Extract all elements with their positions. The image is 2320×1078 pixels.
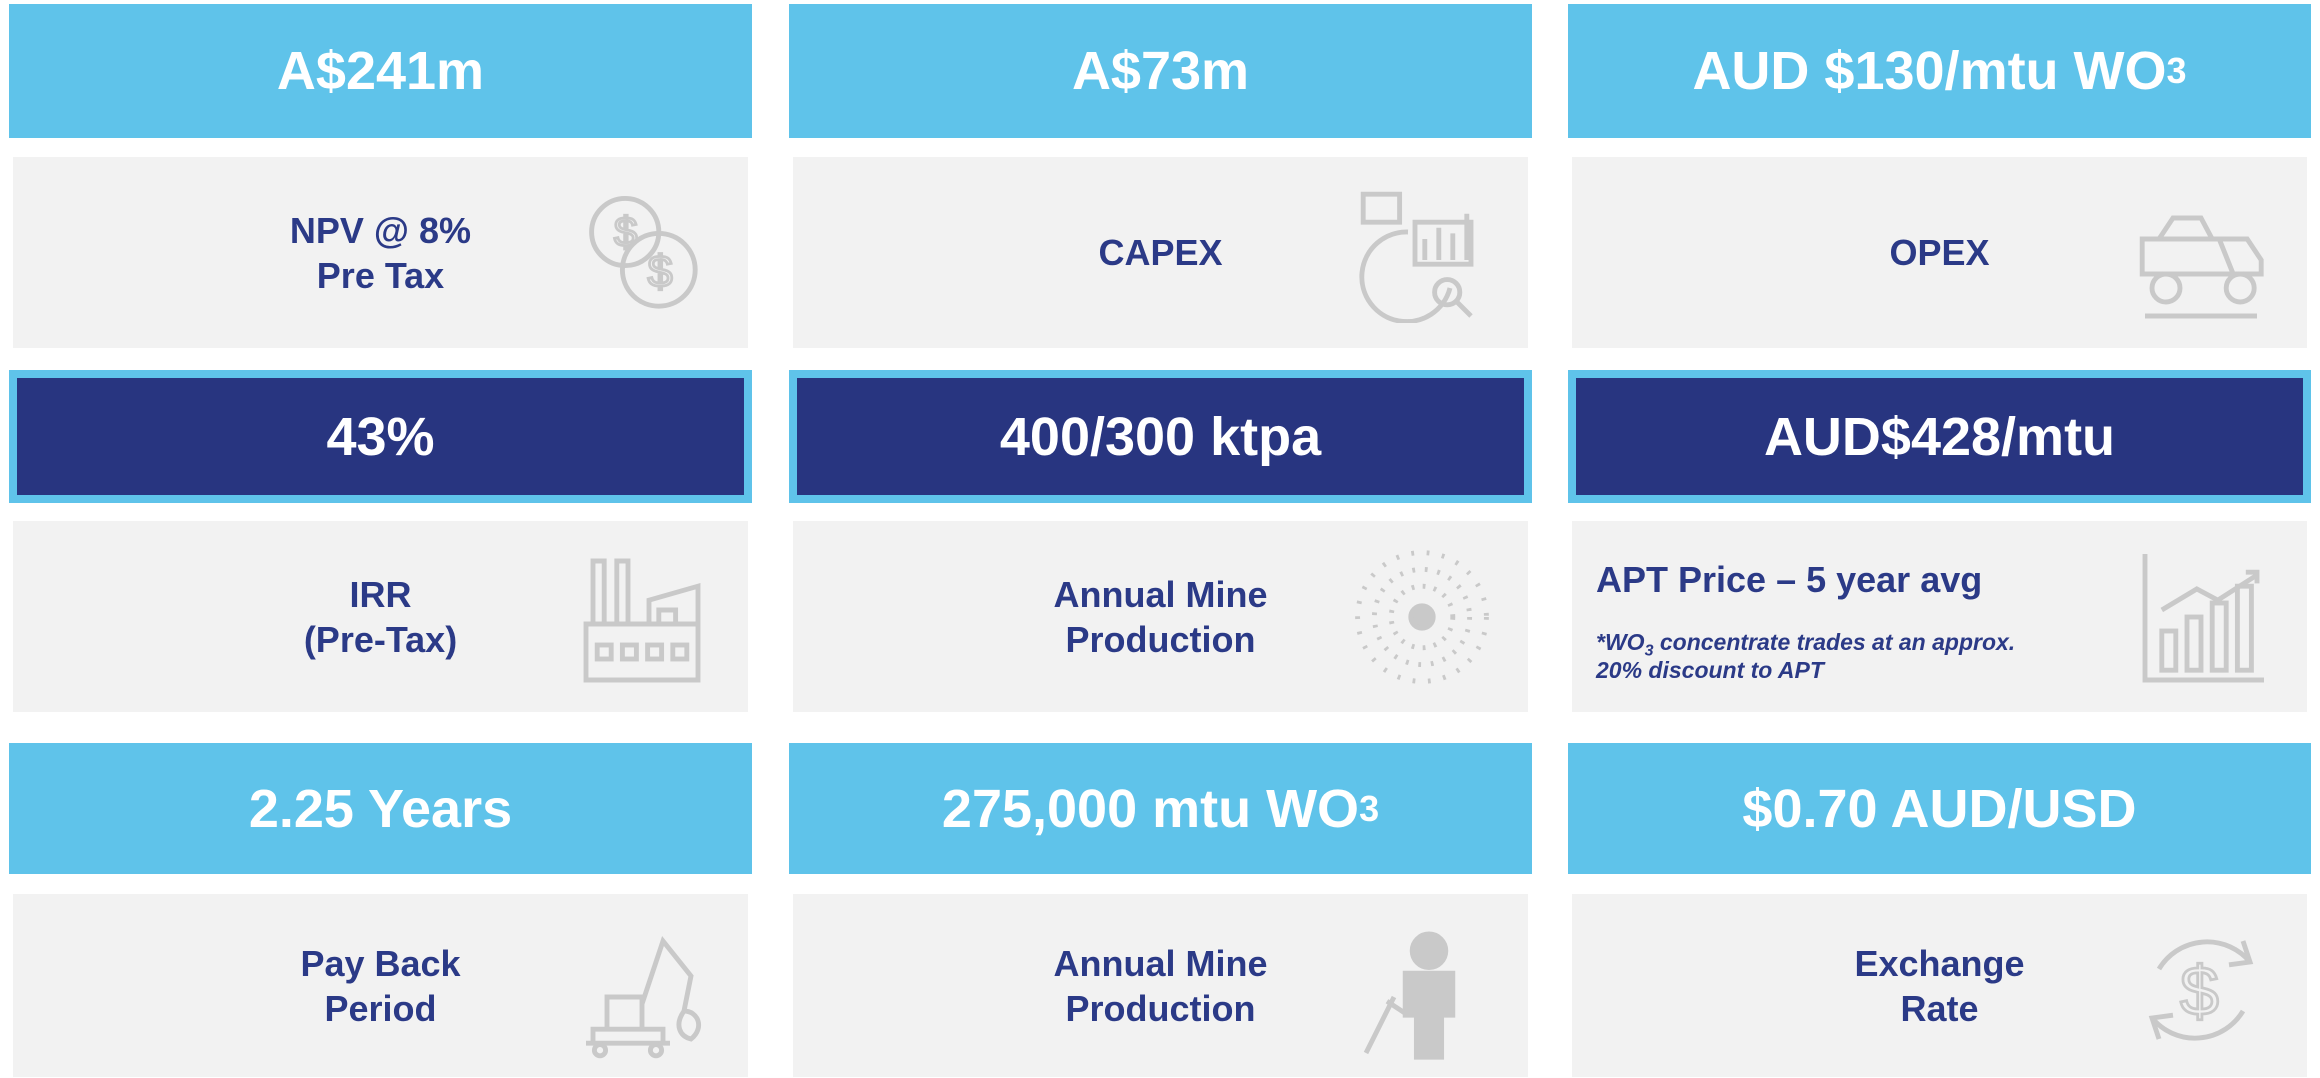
metric-card: Annual Mine Production (793, 894, 1528, 1077)
metric-card: $ Exchange Rate (1572, 894, 2307, 1077)
metric-label: Annual Mine Production (793, 521, 1528, 712)
metric-label: Pay Back Period (13, 894, 748, 1077)
metric-label: OPEX (1572, 157, 2307, 348)
metric-card: APT Price – 5 year avg *WO3 concentrate t… (1572, 521, 2307, 712)
value-header: AUD $130/mtu WO 3 (1568, 4, 2311, 138)
label-line: Production (1065, 987, 1256, 1029)
svg-text:$: $ (614, 208, 637, 255)
metric-label: Exchange Rate (1572, 894, 2307, 1077)
label-line: Production (1065, 618, 1256, 660)
metric-label: CAPEX (793, 157, 1528, 348)
value-text: AUD$428/mtu (1763, 406, 2116, 467)
value-header: 43% (9, 370, 752, 503)
value-text: AUD $130/mtu WO (1692, 41, 2167, 101)
value-header: $0.70 AUD/USD (1568, 743, 2311, 874)
value-text: 400/300 ktpa (999, 406, 1322, 467)
value-header: 400/300 ktpa (789, 370, 1532, 503)
label-line: OPEX (1889, 232, 1990, 273)
metric-card: IRR (Pre-Tax) (13, 521, 748, 712)
icon (1359, 191, 1474, 323)
footnote-text: concentrate trades at an approx. (1653, 629, 2016, 655)
metric-card: Pay Back Period (13, 894, 748, 1077)
label-line: (Pre-Tax) (303, 618, 458, 660)
label-line: CAPEX (1098, 232, 1223, 273)
value-text: 43% (326, 406, 435, 467)
label-line: Annual Mine (1053, 573, 1268, 615)
value-text: A$241m (276, 41, 485, 101)
icon (2142, 554, 2264, 683)
svg-text:$: $ (648, 247, 673, 297)
footnote: *WO3 concentrate trades at an approx. 20%… (1596, 628, 2015, 684)
label-line: Pre Tax (316, 254, 445, 296)
metric-label: NPV @ 8% Pre Tax (13, 157, 748, 348)
metric-card: CAPEX (793, 157, 1528, 348)
icon (583, 558, 701, 683)
value-header: 2.25 Years (9, 743, 752, 874)
label-line: Exchange (1854, 942, 2025, 984)
value-header: 275,000 mtu WO 3 (789, 743, 1532, 874)
metric-card: $ $ NPV @ 8% Pre Tax (13, 157, 748, 348)
value-text: 275,000 mtu WO (941, 778, 1360, 839)
icon (1355, 550, 1489, 684)
value-text: $0.70 AUD/USD (1742, 778, 2137, 839)
label-line: Annual Mine (1053, 942, 1268, 984)
value-header: A$73m (789, 4, 1532, 138)
footnote-subscript: 3 (1644, 642, 1654, 660)
metric-card: Annual Mine Production (793, 521, 1528, 712)
value-header: AUD$428/mtu (1568, 370, 2311, 503)
label-line: Pay Back (300, 942, 461, 984)
label-line: NPV @ 8% (289, 209, 472, 251)
footnote-line: 20% discount to APT (1596, 657, 1824, 683)
label-line: APT Price – 5 year avg (1596, 559, 1983, 600)
icon (2139, 215, 2264, 319)
label-line: IRR (349, 573, 412, 615)
metric-label: APT Price – 5 year avg *WO3 concentrate t… (1572, 521, 2307, 712)
metric-card: OPEX (1572, 157, 2307, 348)
icon (1363, 931, 1456, 1060)
icon: $ (2148, 939, 2254, 1041)
footnote-line: *WO3 concentrate trades at an approx. (1596, 628, 2016, 659)
footnote-text: *WO (1596, 629, 1645, 655)
metric-label: IRR (Pre-Tax) (13, 521, 748, 712)
label-line: Rate (1900, 987, 1979, 1029)
value-text: A$73m (1071, 41, 1250, 101)
value-header: A$241m (9, 4, 752, 138)
icon: $$ (589, 195, 698, 309)
label-line: Period (324, 987, 437, 1029)
metric-label: Annual Mine Production (793, 894, 1528, 1077)
value-text: 2.25 Years (248, 778, 513, 839)
icon (586, 935, 702, 1059)
svg-text:$: $ (2180, 952, 2219, 1030)
